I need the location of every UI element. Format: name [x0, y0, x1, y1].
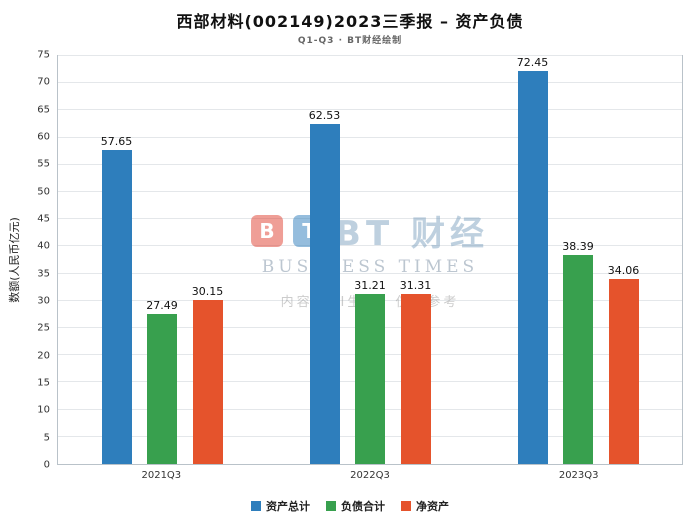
gridline — [58, 136, 682, 138]
bar-value-label: 30.15 — [191, 284, 224, 298]
legend-label: 负债合计 — [341, 500, 385, 513]
bar-rect — [608, 278, 639, 464]
y-tick-label: 70 — [37, 76, 50, 88]
bar-rect — [355, 294, 385, 464]
bar-rect — [517, 71, 548, 464]
y-tick-label: 50 — [37, 186, 50, 198]
bar-rect — [147, 314, 177, 464]
legend-label: 净资产 — [416, 500, 449, 513]
y-tick-label: 65 — [37, 104, 50, 116]
y-axis-label: 数额(人民币亿元) — [8, 217, 21, 303]
y-tick-label: 35 — [37, 268, 50, 280]
x-tick-label: 2022Q3 — [350, 470, 390, 481]
y-tick-label: 55 — [37, 158, 50, 170]
legend-item-total-liabilities: 负债合计 — [326, 498, 385, 514]
bar-group-2023Q3: 72.45 38.39 34.06 — [474, 56, 682, 464]
bar-rect — [192, 299, 223, 464]
legend: 资产总计 负债合计 净资产 — [0, 498, 700, 514]
bar-value-label: 34.06 — [607, 263, 640, 277]
bar-rect — [309, 123, 340, 464]
bar-value-label: 31.21 — [354, 279, 386, 293]
bar-rect — [563, 255, 593, 464]
bar-value-label: 38.39 — [562, 240, 594, 254]
bar-value-label: 31.31 — [399, 278, 432, 292]
legend-swatch-icon — [401, 501, 411, 511]
gridline — [58, 245, 682, 247]
y-tick-label: 45 — [37, 213, 50, 225]
y-tick-label: 5 — [43, 432, 50, 444]
legend-item-total-assets: 资产总计 — [251, 498, 310, 514]
gridline — [58, 163, 682, 165]
bar-rect — [400, 293, 431, 464]
gridline — [58, 109, 682, 111]
bar-groups: 57.65 27.49 30.15 62.53 31.21 31.31 72.45 38.39… — [58, 56, 682, 464]
y-tick-label: 10 — [37, 404, 50, 416]
bar-value-label: 62.53 — [308, 108, 341, 122]
y-tick-label: 75 — [37, 49, 50, 61]
bar-net-assets-2023Q3: 34.06 — [607, 56, 640, 464]
chart-subtitle: Q1-Q3 · BT财经绘制 — [297, 36, 403, 46]
chart-title: 西部材料(002149)2023三季报 – 资产负债 — [176, 12, 524, 31]
bar-value-label: 72.45 — [516, 56, 549, 69]
bar-total-liabilities-2022Q3: 31.21 — [354, 56, 386, 464]
x-tick-label: 2021Q3 — [141, 470, 182, 481]
bar-net-assets-2022Q3: 31.31 — [399, 56, 432, 464]
bar-total-liabilities-2023Q3: 38.39 — [562, 56, 594, 464]
gridline — [58, 82, 682, 84]
y-ticks: 0 5 10 15 20 25 30 35 40 45 50 55 60 65 70 75 — [28, 50, 52, 471]
y-tick-label: 0 — [43, 459, 50, 471]
gridline — [58, 55, 682, 56]
legend-swatch-icon — [326, 501, 336, 511]
x-tick-label: 2023Q3 — [558, 470, 599, 481]
bar-net-assets-2021Q3: 30.15 — [191, 56, 224, 464]
y-tick-label: 30 — [37, 295, 50, 307]
bar-total-assets-2022Q3: 62.53 — [308, 56, 341, 464]
bar-value-label: 57.65 — [100, 135, 133, 149]
bar-group-2021Q3: 57.65 27.49 30.15 — [58, 56, 266, 464]
y-tick-label: 40 — [37, 240, 50, 252]
legend-item-net-assets: 净资产 — [401, 498, 449, 514]
gridline — [58, 272, 682, 274]
y-tick-label: 15 — [37, 377, 50, 389]
y-tick-label: 60 — [37, 131, 50, 143]
x-labels: 2021Q3 2022Q3 2023Q3 — [57, 470, 683, 481]
bar-total-assets-2023Q3: 72.45 — [516, 56, 549, 464]
y-tick-label: 20 — [37, 350, 50, 362]
y-tick-label: 25 — [37, 322, 50, 334]
gridline — [58, 191, 682, 193]
bar-value-label: 27.49 — [146, 299, 178, 313]
plot-area: B T BT 财经 BUSINESS TIMES 内容由AI生成，仅供参考 57… — [57, 55, 683, 465]
bar-group-2022Q3: 62.53 31.21 31.31 — [266, 56, 474, 464]
bar-total-assets-2021Q3: 57.65 — [100, 56, 133, 464]
bar-rect — [101, 150, 132, 464]
gridline — [58, 218, 682, 220]
bar-total-liabilities-2021Q3: 27.49 — [146, 56, 178, 464]
legend-swatch-icon — [251, 501, 261, 511]
legend-label: 资产总计 — [266, 500, 310, 513]
